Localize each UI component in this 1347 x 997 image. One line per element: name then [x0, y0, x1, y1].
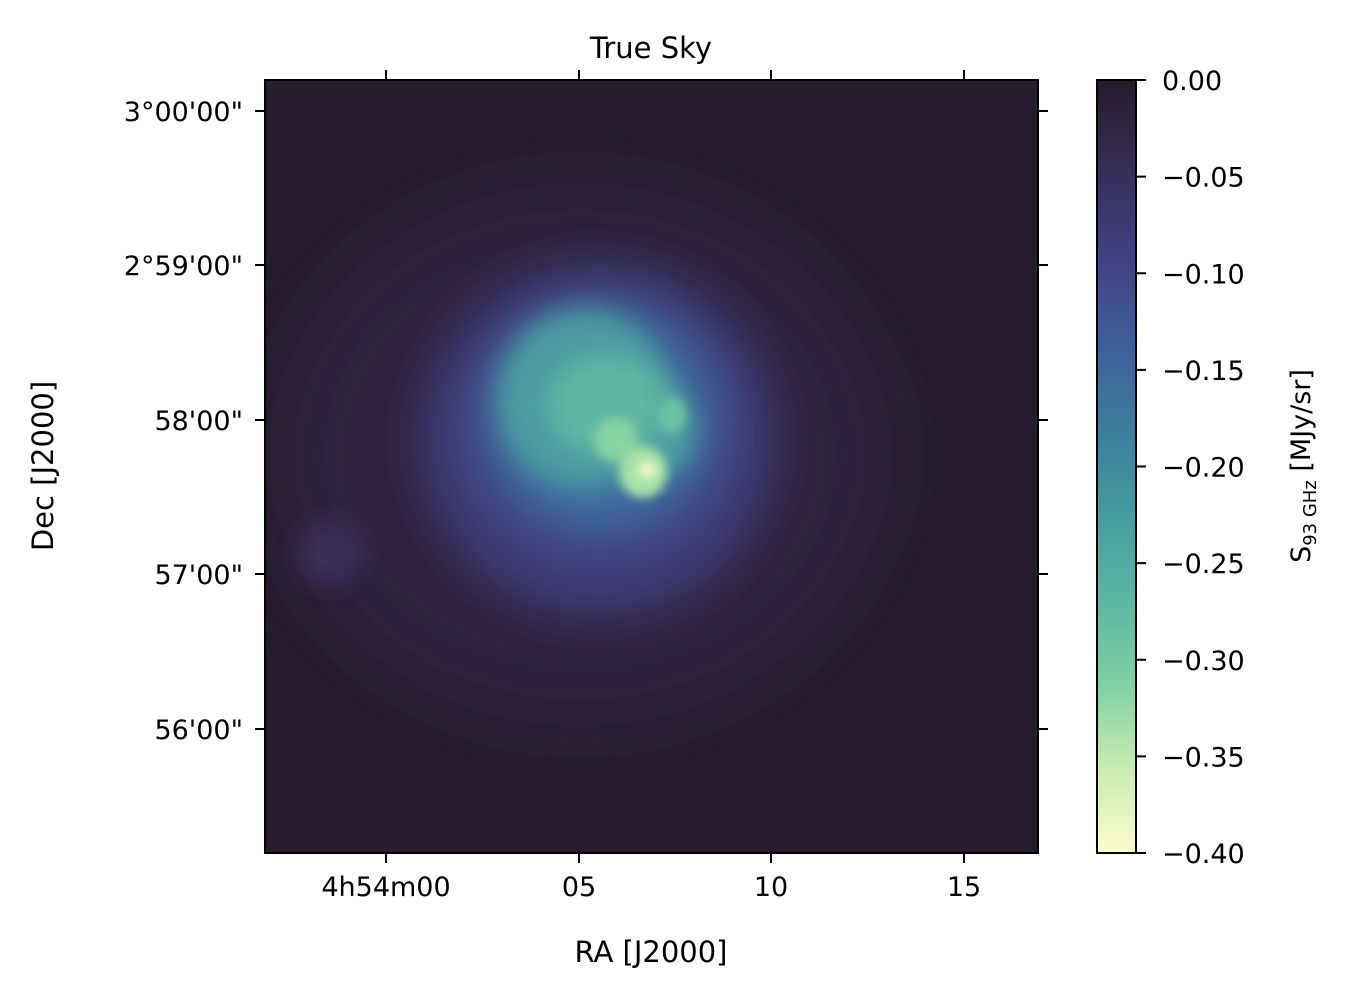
- x-tick-label: 15: [947, 872, 981, 903]
- bright-knot: [594, 418, 638, 462]
- colorbar-tick-label: −0.10: [1162, 259, 1245, 290]
- colorbar-tick-label: −0.15: [1162, 356, 1245, 387]
- x-axis-label: RA [J2000]: [574, 935, 727, 969]
- y-tick-label: 56'00": [154, 715, 243, 746]
- y-tick-label: 58'00": [154, 406, 243, 437]
- y-tick-label: 57'00": [154, 560, 243, 591]
- colorbar-tick-label: −0.25: [1162, 549, 1245, 580]
- colorbar-label: S93 GHz [MJy/sr]: [1286, 369, 1321, 563]
- chart-title: True Sky: [589, 31, 712, 65]
- colorbar-tick-label: 0.00: [1162, 66, 1222, 97]
- colorbar: [1096, 79, 1137, 854]
- sky-image: [265, 80, 1038, 853]
- source-small: [298, 521, 362, 585]
- colorbar-tick-label: −0.05: [1162, 163, 1245, 194]
- colorbar-tick-label: −0.40: [1162, 839, 1245, 870]
- x-tick-label: 4h54m00: [321, 872, 450, 903]
- green-lobe-right: [658, 397, 686, 433]
- colorbar-tick-label: −0.20: [1162, 453, 1245, 484]
- y-tick-label: 3°00'00": [124, 97, 243, 128]
- y-tick-label: 2°59'00": [124, 251, 243, 282]
- colorbar-ticks: 0.00 −0.05 −0.10 −0.15 −0.20 −0.25 −0.30 −0.35 −…: [1136, 66, 1245, 870]
- x-axis: 4h54m00 05 10 15: [321, 70, 981, 903]
- y-axis-label: Dec [J2000]: [26, 381, 60, 551]
- x-tick-label: 05: [562, 872, 596, 903]
- core-peak: [638, 462, 656, 478]
- y-axis: 3°00'00" 2°59'00" 58'00" 57'00" 56'00": [124, 97, 1048, 746]
- plot-frame: [264, 79, 1039, 854]
- colorbar-tick-label: −0.35: [1162, 742, 1245, 773]
- x-tick-label: 10: [754, 872, 788, 903]
- colorbar-tick-label: −0.30: [1162, 646, 1245, 677]
